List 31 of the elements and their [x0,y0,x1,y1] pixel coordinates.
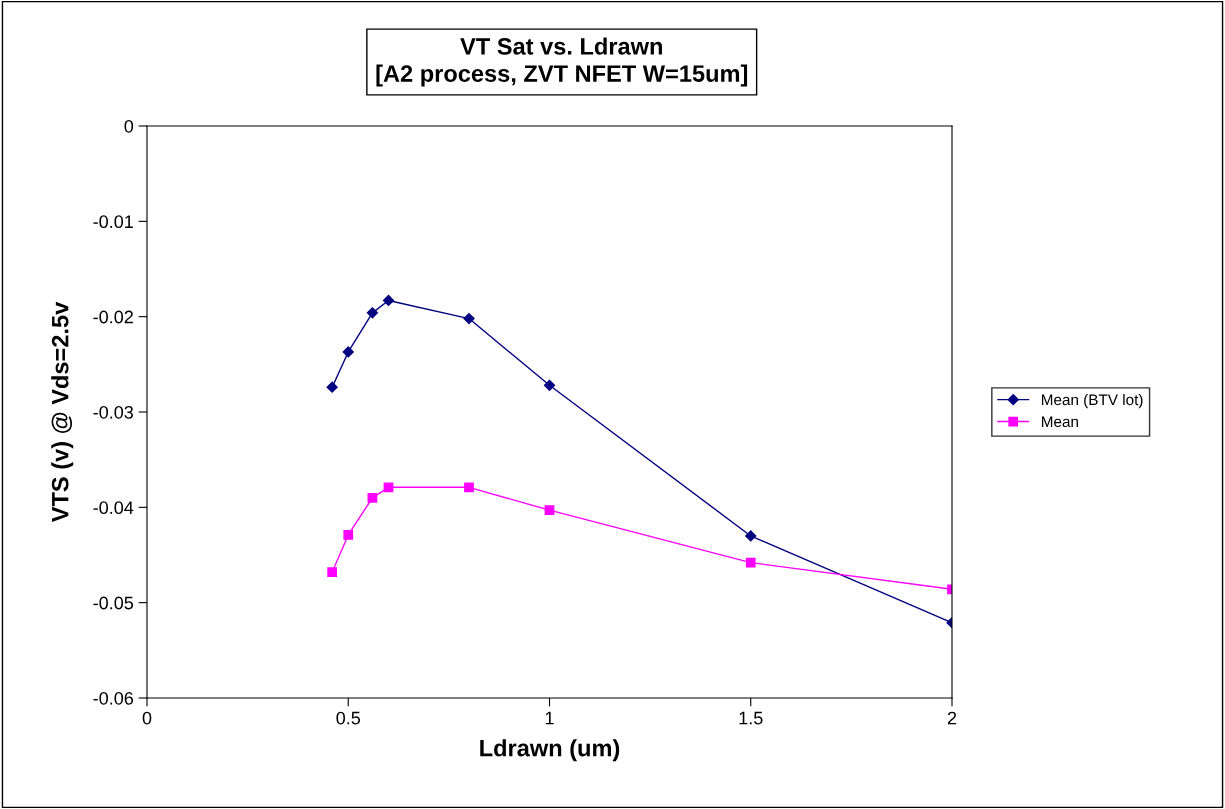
point [544,505,555,516]
point [326,381,338,393]
x-tick-label: 1.5 [739,711,763,725]
x-tick-label: 0 [142,711,152,725]
point [745,530,757,542]
point [382,294,395,307]
x-tick-label: 1 [545,711,554,725]
y-tick-label: -0.04 [93,501,134,515]
y-tick-label: -0.01 [93,215,133,229]
point [463,312,475,325]
legend-label: Mean (BTV lot) [1041,393,1143,409]
point [367,492,378,503]
y-tick-label: -0.06 [93,691,134,705]
legend-label: Mean [1041,416,1078,428]
point [366,307,379,319]
point [745,557,756,568]
x-axis-title: Ldrawn (um) [480,739,620,762]
y-tick-label: -0.05 [93,596,134,610]
x-tick-label: 0.5 [336,711,361,725]
point [343,530,354,540]
y-tick-label: 0 [124,119,134,133]
x-tick-label: 2 [947,711,957,725]
y-tick-label: -0.03 [93,405,134,419]
point [342,346,354,358]
y-tick-label: -0.02 [93,310,133,324]
chart-title: VT Sat vs. Ldrawn [A2 process, ZVT NFET W=15um] [376,37,748,87]
point [464,482,474,493]
point [383,482,394,493]
y-axis-title: VTS (v) @ Vds=2.5v [51,301,74,523]
point [327,567,338,578]
point [543,379,556,391]
